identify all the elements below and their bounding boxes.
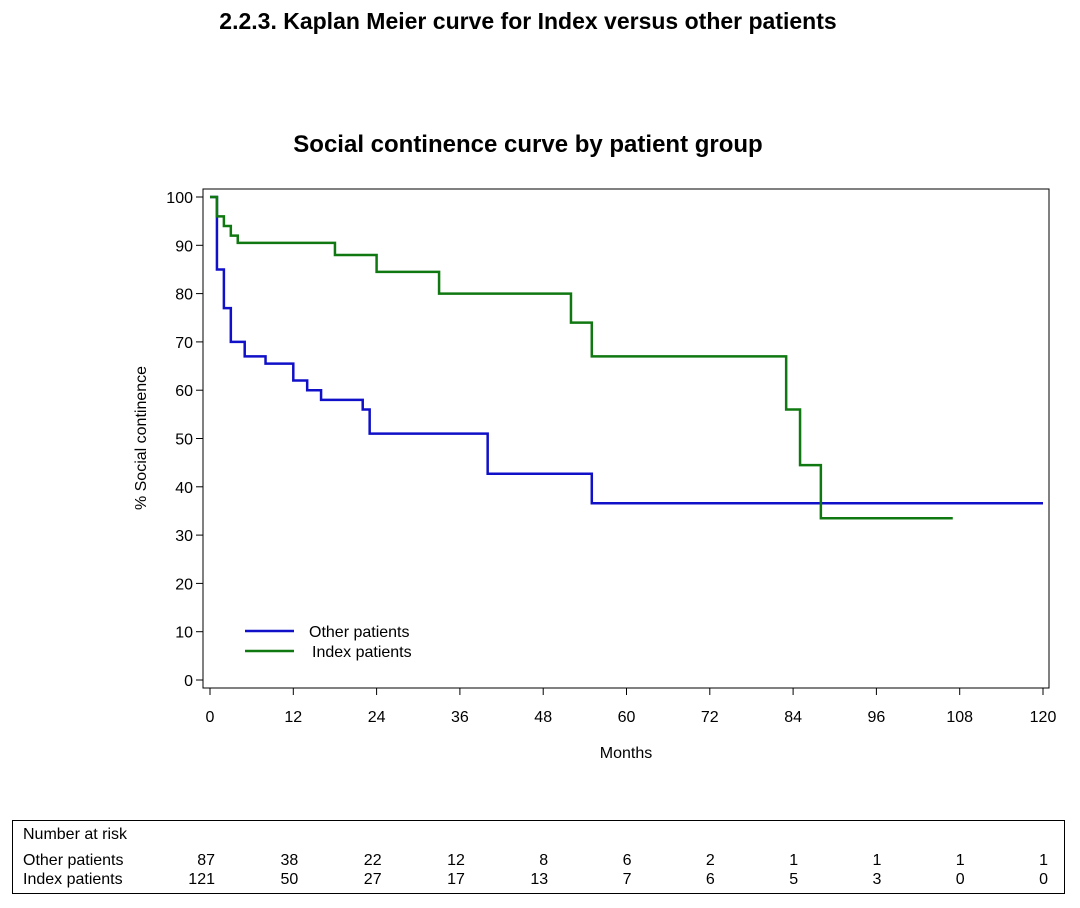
kaplan-meier-chart: Social continence curve by patient group… [133,131,1057,762]
risk-row-label: Other patients [23,852,124,869]
risk-table-title: Number at risk [23,826,128,843]
y-tick-label: 80 [175,287,193,304]
risk-count: 8 [539,852,549,869]
x-tick-label: 84 [784,709,802,726]
x-tick-label: 120 [1030,709,1057,726]
risk-count: 2 [705,852,715,869]
x-tick-label: 60 [618,709,636,726]
y-tick-label: 50 [175,432,193,449]
risk-count: 12 [447,852,465,869]
chart-title: Social continence curve by patient group [293,131,762,158]
series-line-1 [210,195,953,520]
risk-count: 0 [1039,871,1048,888]
risk-count: 6 [622,852,632,869]
x-tick-label: 108 [946,709,973,726]
risk-count: 50 [280,871,299,888]
x-tick-label: 96 [868,709,886,726]
risk-count: 5 [789,871,799,888]
risk-count: 121 [188,871,215,888]
y-axis-label: % Social continence [133,366,150,510]
series-line-0 [210,195,1043,505]
x-tick-label: 12 [284,709,302,726]
risk-count: 6 [705,871,715,888]
risk-count: 1 [955,852,965,869]
risk-count: 7 [622,871,632,888]
x-tick-label: 24 [368,709,386,726]
risk-count: 13 [530,871,549,888]
y-tick-label: 70 [175,335,193,352]
y-tick-label: 10 [175,625,193,642]
risk-count: 27 [363,871,382,888]
x-tick-label: 48 [534,709,552,726]
y-tick-label: 100 [166,190,193,207]
x-axis-label: Months [600,745,652,762]
risk-count: 3 [872,871,882,888]
risk-count: 87 [197,852,215,869]
risk-count: 22 [363,852,382,869]
y-tick-label: 0 [184,673,193,690]
risk-count: 1 [872,852,882,869]
risk-count: 1 [789,852,799,869]
x-tick-label: 36 [451,709,469,726]
legend-label: Other patients [309,624,410,641]
x-tick-label: 72 [701,709,719,726]
risk-count: 1 [1039,852,1048,869]
x-tick-label: 0 [206,709,215,726]
y-tick-label: 90 [175,238,193,255]
risk-count: 0 [955,871,965,888]
y-tick-label: 60 [175,383,193,400]
plot-frame [202,188,1050,689]
x-axis: 0 12 24 36 48 60 72 84 96 108 120 [206,688,1057,726]
legend: Other patients Index patients [245,624,412,661]
y-tick-label: 30 [175,528,193,545]
page-heading: 2.2.3. Kaplan Meier curve for Index vers… [219,8,837,34]
y-tick-label: 20 [175,576,193,593]
risk-count: 38 [280,852,299,869]
risk-row-label: Index patients [23,871,123,888]
legend-label: Index patients [312,644,412,661]
y-axis: 0 10 20 30 40 50 60 70 80 90 100 [166,190,203,690]
number-at-risk-table: Number at risk Other patients 87 38 22 12 8 6 2… [12,820,1065,894]
risk-count: 17 [447,871,465,888]
y-tick-label: 40 [175,480,193,497]
survival-curves [210,195,1043,520]
